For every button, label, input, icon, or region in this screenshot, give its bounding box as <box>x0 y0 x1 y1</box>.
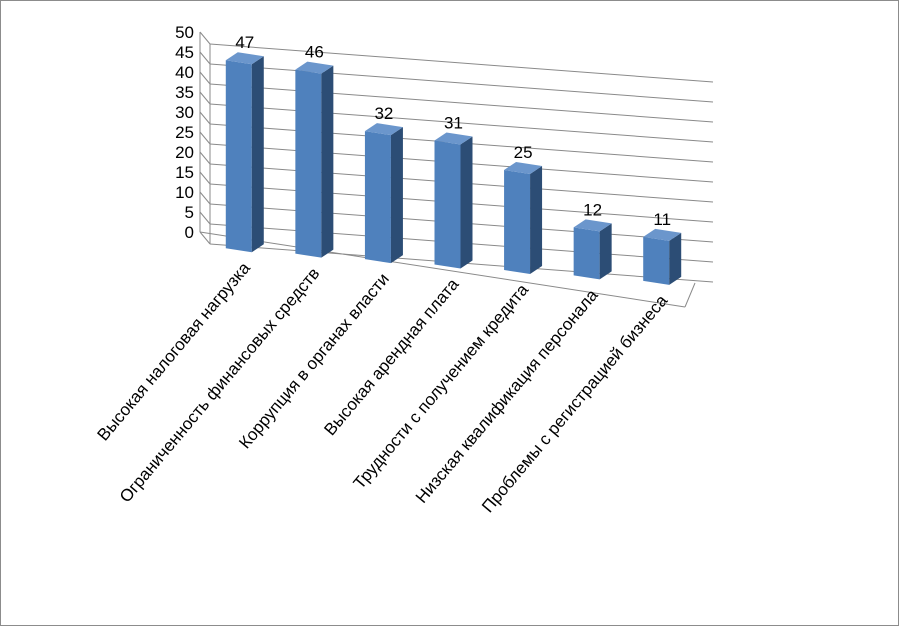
bars <box>225 52 682 285</box>
y-tick-label: 35 <box>175 83 194 102</box>
bar-side <box>530 165 543 274</box>
data-label: 31 <box>444 114 463 133</box>
left-wall-gridline <box>199 131 211 145</box>
bar <box>643 236 670 285</box>
bar-side <box>390 127 403 264</box>
bar <box>573 227 600 280</box>
y-tick-label: 40 <box>175 63 194 82</box>
bar <box>504 169 531 274</box>
y-tick-label: 15 <box>175 163 194 182</box>
left-wall-gridline <box>199 51 211 65</box>
bar-top <box>643 228 682 241</box>
data-labels: 47 46 32 31 25 12 11 <box>235 33 671 229</box>
bar-top <box>504 161 543 174</box>
left-wall-gridline <box>199 71 211 85</box>
back-wall-gridline <box>209 103 714 143</box>
bar <box>434 140 461 269</box>
bar-top <box>225 52 264 65</box>
y-tick-label: 45 <box>175 43 194 62</box>
left-wall-gridline <box>199 151 211 165</box>
y-tick-label: 50 <box>175 23 194 42</box>
back-wall-gridline <box>209 63 714 103</box>
back-wall-gridline <box>209 43 714 83</box>
y-tick-label: 5 <box>185 203 194 222</box>
category-label: Высокая налоговая нагрузка <box>94 258 255 444</box>
y-tick-label: 20 <box>175 143 194 162</box>
bar <box>295 69 322 258</box>
back-wall-gridline <box>209 83 714 123</box>
bar-side <box>251 56 264 253</box>
bar <box>364 131 391 264</box>
left-wall-gridline <box>199 91 211 105</box>
y-tick-label: 10 <box>175 183 194 202</box>
floor-front-edge <box>199 231 686 308</box>
bar-side <box>599 223 612 280</box>
bar-side <box>460 136 473 269</box>
data-label: 46 <box>305 43 324 62</box>
data-label: 47 <box>235 33 254 52</box>
bar <box>225 60 252 253</box>
y-tick-label: 0 <box>185 223 194 242</box>
left-wall-gridline <box>199 191 211 205</box>
data-label: 25 <box>514 143 533 162</box>
bar-top <box>434 132 473 145</box>
bar-top <box>573 219 612 232</box>
floor-right-edge <box>684 282 696 308</box>
category-label: Высокая арендная плата <box>320 274 463 439</box>
x-axis-categories: Высокая налоговая нагрузкаОграниченность… <box>94 258 672 516</box>
bar-side <box>669 232 682 285</box>
data-label: 11 <box>653 210 671 229</box>
bar-top <box>295 61 334 74</box>
y-tick-label: 25 <box>175 123 194 142</box>
left-wall-gridline <box>199 171 211 185</box>
left-wall-gridline <box>199 31 211 45</box>
bar-side <box>321 65 334 258</box>
data-label: 32 <box>374 104 393 123</box>
left-wall-gridline <box>199 211 211 225</box>
category-label: Коррупция в органах власти <box>235 269 393 452</box>
bar-top <box>364 123 403 136</box>
data-label: 12 <box>583 200 602 219</box>
y-tick-label: 30 <box>175 103 194 122</box>
left-wall-gridline <box>199 111 211 125</box>
left-wall-gridline <box>199 231 211 245</box>
